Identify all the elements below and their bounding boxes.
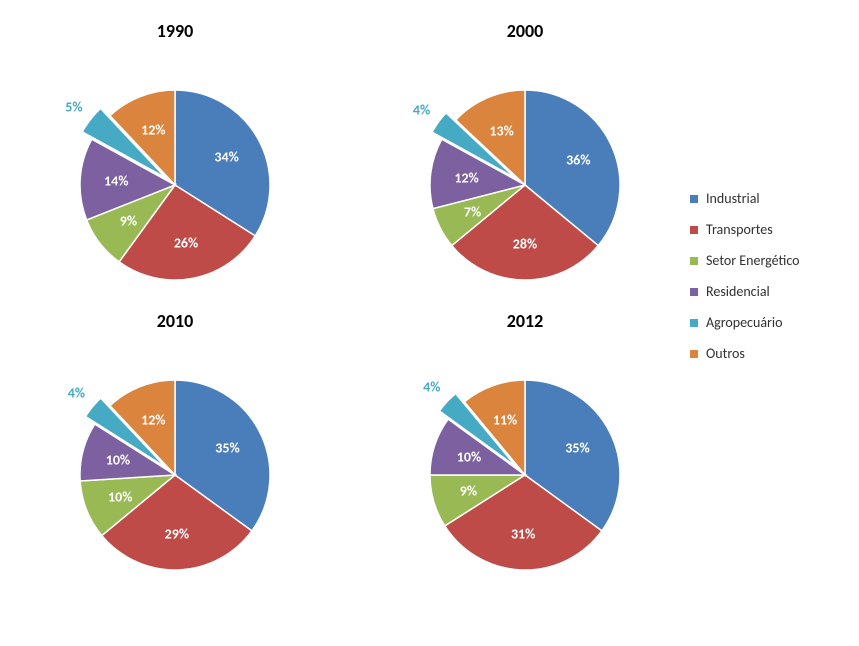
- slice-label-transportes: 29%: [165, 525, 189, 542]
- chart-cell-2012: 2012 35% 31% 9% 10% 4% 11%: [370, 310, 680, 590]
- slice-label-transportes: 28%: [513, 235, 537, 252]
- slice-label-agropecuario: 5%: [65, 98, 82, 115]
- legend-label: Setor Energético: [706, 252, 800, 269]
- chart-title: 2010: [157, 310, 194, 332]
- legend-swatch-industrial: [690, 195, 698, 203]
- slice-label-industrial: 35%: [215, 440, 239, 457]
- slice-label-transportes: 31%: [511, 525, 535, 542]
- slice-label-residencial: 12%: [454, 169, 478, 186]
- legend-label: Agropecuário: [706, 314, 783, 331]
- legend-swatch-residencial: [690, 288, 698, 296]
- slice-label-outros: 11%: [493, 411, 517, 428]
- legend-swatch-outros: [690, 350, 698, 358]
- legend-item-agropecuario: Agropecuário: [690, 314, 800, 331]
- slice-label-energetico: 9%: [460, 483, 477, 500]
- slice-label-energetico: 9%: [120, 213, 137, 230]
- legend-swatch-energetico: [690, 257, 698, 265]
- legend-item-residencial: Residencial: [690, 283, 800, 300]
- slice-label-outros: 12%: [141, 122, 165, 139]
- legend-swatch-agropecuario: [690, 319, 698, 327]
- slice-label-industrial: 35%: [565, 440, 589, 457]
- slice-label-residencial: 14%: [104, 173, 128, 190]
- slice-label-transportes: 26%: [174, 234, 198, 251]
- legend-label: Transportes: [706, 221, 773, 238]
- chart-title: 2000: [507, 20, 544, 42]
- legend-item-outros: Outros: [690, 345, 800, 362]
- legend-label: Outros: [706, 345, 745, 362]
- slice-label-outros: 13%: [489, 122, 513, 139]
- legend: Industrial Transportes Setor Energético Res…: [690, 190, 800, 376]
- slice-label-agropecuario: 4%: [413, 101, 430, 118]
- slice-label-energetico: 7%: [464, 203, 481, 220]
- legend-label: Industrial: [706, 190, 760, 207]
- legend-item-transportes: Transportes: [690, 221, 800, 238]
- legend-swatch-transportes: [690, 226, 698, 234]
- legend-label: Residencial: [706, 283, 770, 300]
- slice-label-industrial: 34%: [214, 148, 238, 165]
- pie-chart: 35% 31% 9% 10% 4% 11%: [405, 350, 645, 590]
- slice-label-agropecuario: 4%: [68, 385, 85, 402]
- chart-title: 1990: [157, 20, 194, 42]
- slice-label-residencial: 10%: [457, 448, 481, 465]
- slice-label-agropecuario: 4%: [423, 379, 440, 396]
- chart-cell-1990: 1990 34% 26% 9% 14% 5% 12%: [20, 20, 330, 300]
- slice-label-industrial: 36%: [566, 151, 590, 168]
- chart-title: 2012: [507, 310, 544, 332]
- pie-chart: 36% 28% 7% 12% 4% 13%: [405, 60, 645, 300]
- slice-label-residencial: 10%: [106, 452, 130, 469]
- chart-container: 1990 34% 26% 9% 14% 5% 12% 2000 36% 28% 7% 12% 4% 13%…: [20, 20, 839, 590]
- pie-chart: 35% 29% 10% 10% 4% 12%: [55, 350, 295, 590]
- chart-cell-2010: 2010 35% 29% 10% 10% 4% 12%: [20, 310, 330, 590]
- pie-chart: 34% 26% 9% 14% 5% 12%: [55, 60, 295, 300]
- chart-cell-2000: 2000 36% 28% 7% 12% 4% 13%: [370, 20, 680, 300]
- legend-item-energetico: Setor Energético: [690, 252, 800, 269]
- slice-label-outros: 12%: [141, 412, 165, 429]
- slice-label-energetico: 10%: [108, 488, 132, 505]
- legend-item-industrial: Industrial: [690, 190, 800, 207]
- charts-grid: 1990 34% 26% 9% 14% 5% 12% 2000 36% 28% 7% 12% 4% 13%…: [20, 20, 680, 590]
